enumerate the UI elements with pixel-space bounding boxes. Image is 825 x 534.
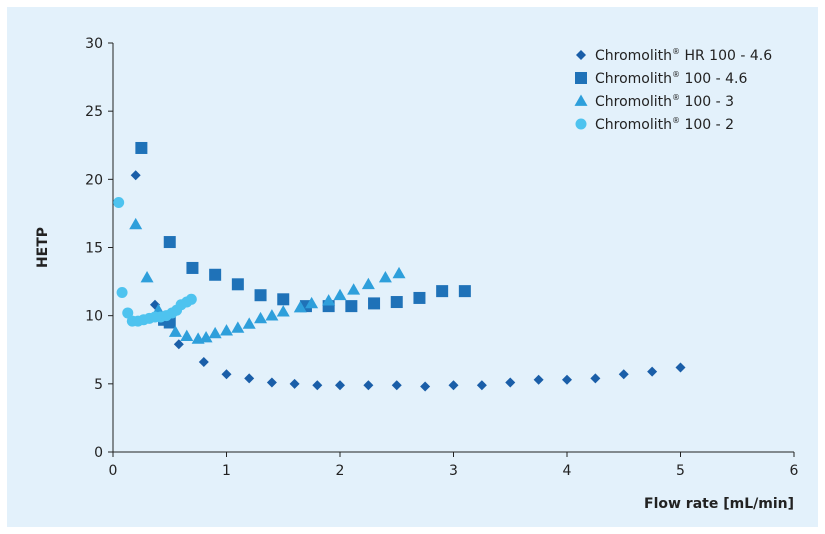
data-point-circle [116,286,128,298]
data-point-diamond [476,380,487,391]
y-tick-label: 0 [94,445,103,461]
data-point-triangle [392,266,406,279]
y-axis-title: HETP [35,227,51,268]
x-tick-label: 3 [449,463,458,479]
data-point-diamond [363,380,374,391]
data-point-triangle [361,277,375,290]
data-point-square [458,285,471,298]
data-point-diamond [130,170,141,181]
data-point-square [254,289,267,302]
y-tick-label: 10 [85,309,103,325]
data-point-triangle [293,300,307,313]
data-point-circle [122,307,134,319]
x-tick-label: 6 [790,463,799,479]
data-point-square [186,261,199,274]
legend-item: Chromolith® 100 - 2 [575,116,734,133]
data-point-diamond [173,339,184,350]
data-point-triangle [265,309,279,321]
legend: Chromolith® HR 100 - 4.6 Chromolith® 100 … [574,47,772,133]
data-point-diamond [618,369,629,380]
y-tick-label: 15 [85,241,103,257]
data-point-triangle [208,326,222,339]
data-point-triangle [129,217,143,230]
legend-item: Chromolith® HR 100 - 4.6 [576,47,772,64]
legend-marker-square [575,72,587,84]
data-point-square [345,300,358,313]
data-point-square [135,141,148,154]
data-point-circle [185,293,197,305]
chart-panel: 0 5 10 15 20 25 30 0 1 2 3 4 5 6 HETP Flow rate [mL/m… [7,7,818,527]
legend-label: Chromolith® HR 100 - 4.6 [595,47,772,64]
axes [108,42,795,457]
data-point-square [277,293,290,306]
hetp-scatter-chart: 0 5 10 15 20 25 30 0 1 2 3 4 5 6 HETP Flow rate [mL/m… [35,36,799,512]
data-point-triangle [378,270,392,283]
x-tick-label: 2 [336,463,345,479]
data-point-triangle [347,283,361,295]
data-point-triangle [140,270,154,283]
data-point-square [390,296,403,309]
series-square-points [135,141,471,329]
data-point-circle [113,197,125,209]
x-axis-title: Flow rate [mL/min] [644,496,794,512]
data-point-triangle [220,324,233,336]
legend-item: Chromolith® 100 - 3 [574,93,734,110]
legend-label: Chromolith® 100 - 2 [595,116,734,133]
data-point-diamond [590,373,601,384]
data-point-square [436,285,449,298]
data-point-square [163,236,176,249]
series-circle-points [113,197,197,327]
data-point-square [368,297,381,310]
data-point-diamond [391,380,402,391]
data-point-square [209,268,222,281]
data-point-diamond [647,366,658,377]
series-diamond-points [130,170,686,392]
data-point-diamond [198,357,209,368]
y-tick-label: 30 [85,36,103,52]
data-point-diamond [675,362,686,373]
data-point-diamond [505,377,516,388]
data-point-square [231,278,244,291]
data-point-triangle [322,294,336,306]
data-point-triangle [242,317,256,329]
x-tick-label: 4 [563,463,572,479]
data-point-triangle [180,329,194,341]
data-point-diamond [244,373,255,384]
data-point-diamond [221,369,232,380]
y-tick-label: 20 [85,172,103,188]
legend-item: Chromolith® 100 - 4.6 [575,70,747,87]
data-point-diamond [289,378,300,389]
data-point-triangle [254,311,268,324]
legend-marker-triangle [574,94,588,106]
data-point-diamond [312,380,323,391]
data-point-triangle [305,296,319,309]
data-point-triangle [168,325,182,337]
legend-marker-circle [575,118,587,130]
legend-label: Chromolith® 100 - 3 [595,93,734,110]
y-tick-label: 25 [85,104,103,120]
data-point-diamond [266,377,277,388]
data-point-triangle [276,305,290,317]
data-point-diamond [562,374,572,385]
data-point-diamond [533,374,544,385]
data-point-diamond [335,380,345,391]
tick-labels: 0 5 10 15 20 25 30 0 1 2 3 4 5 6 [85,36,798,479]
data-point-square [413,291,426,304]
x-tick-label: 5 [676,463,685,479]
y-tick-label: 5 [94,377,103,393]
legend-marker-diamond [576,50,586,60]
data-point-triangle [231,321,245,333]
x-tick-label: 0 [109,463,118,479]
data-point-triangle [333,288,347,301]
data-points [113,141,686,392]
data-point-diamond [448,380,459,391]
data-point-triangle [199,330,213,343]
data-point-diamond [420,381,431,392]
legend-label: Chromolith® 100 - 4.6 [595,70,747,87]
x-tick-label: 1 [222,463,231,479]
